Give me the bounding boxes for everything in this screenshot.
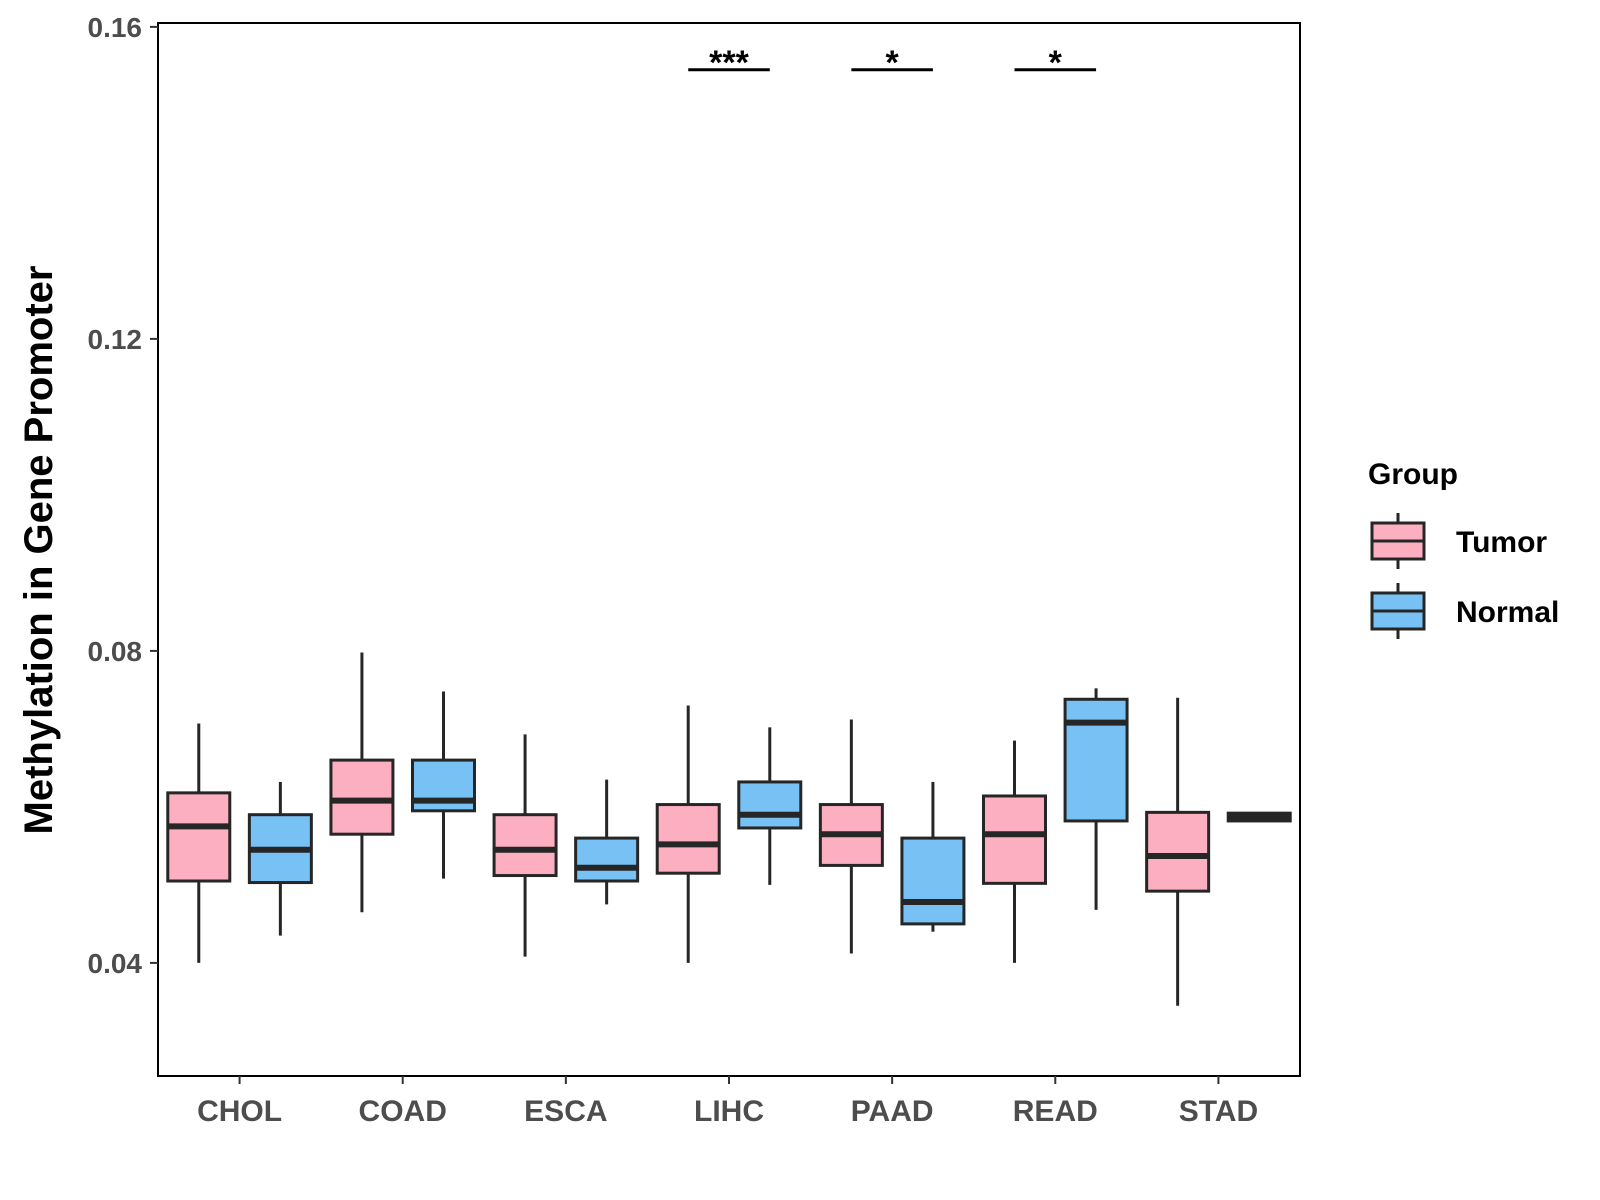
box-body (655, 803, 721, 875)
significance-lihc: *** (688, 44, 770, 82)
box-tumor-coad (329, 652, 395, 913)
x-tick-label-coad: COAD (359, 1095, 447, 1128)
box-body (1145, 810, 1211, 893)
box-normal-read (1063, 688, 1129, 910)
x-tick-label-chol: CHOL (197, 1095, 282, 1128)
significance-label: * (1049, 44, 1063, 82)
box-normal-esca (574, 779, 640, 905)
x-tick-label-paad: PAAD (851, 1095, 934, 1128)
legend-label-normal: Normal (1456, 596, 1559, 629)
significance-label: * (886, 44, 900, 82)
box-body (574, 836, 640, 883)
y-axis: 0.04 0.08 0.12 0.16 (88, 12, 158, 979)
significance-annotations: *** * * (688, 44, 1097, 82)
legend-title: Group (1368, 458, 1458, 491)
y-tick-label: 0.08 (88, 636, 143, 667)
box-normal-lihc (737, 727, 803, 885)
box-normal-coad (411, 691, 476, 879)
significance-read: * (1014, 44, 1097, 82)
box-normal-chol (247, 781, 313, 936)
box-tumor-paad (818, 719, 884, 954)
x-tick-label-read: READ (1013, 1095, 1098, 1128)
legend-item-normal: Normal (1370, 583, 1559, 639)
box-tumor-lihc (655, 705, 721, 963)
box-tumor-chol (166, 723, 232, 963)
box-normal-paad (900, 781, 966, 932)
significance-label: *** (709, 44, 749, 82)
box-body (329, 758, 395, 836)
box-body (492, 813, 558, 878)
box-body (982, 794, 1047, 885)
boxplot-marks (166, 652, 1292, 1006)
box-tumor-read (982, 740, 1047, 963)
y-tick-label: 0.12 (88, 324, 143, 355)
x-tick-label-esca: ESCA (524, 1095, 607, 1128)
box-body (166, 791, 232, 883)
y-tick-label: 0.16 (88, 12, 143, 43)
y-tick-label: 0.04 (88, 948, 143, 979)
x-tick-label-lihc: LIHC (694, 1095, 764, 1128)
box-body (900, 836, 966, 926)
y-axis-title: Methylation in Gene Promoter (17, 266, 61, 835)
x-axis: CHOL COAD ESCA LIHC PAAD READ STAD (197, 1076, 1258, 1128)
x-tick-label-stad: STAD (1179, 1095, 1258, 1128)
box-tumor-stad (1145, 697, 1211, 1006)
box-normal-stad (1226, 811, 1292, 823)
plot-panel-border (157, 22, 1301, 1077)
legend: Group Tumor Normal (1368, 458, 1559, 639)
box-tumor-esca (492, 734, 558, 957)
significance-paad: * (851, 44, 933, 82)
box-body (1063, 697, 1129, 823)
legend-label-tumor: Tumor (1456, 526, 1547, 559)
box-body (737, 780, 803, 830)
legend-item-tumor: Tumor (1370, 513, 1547, 569)
